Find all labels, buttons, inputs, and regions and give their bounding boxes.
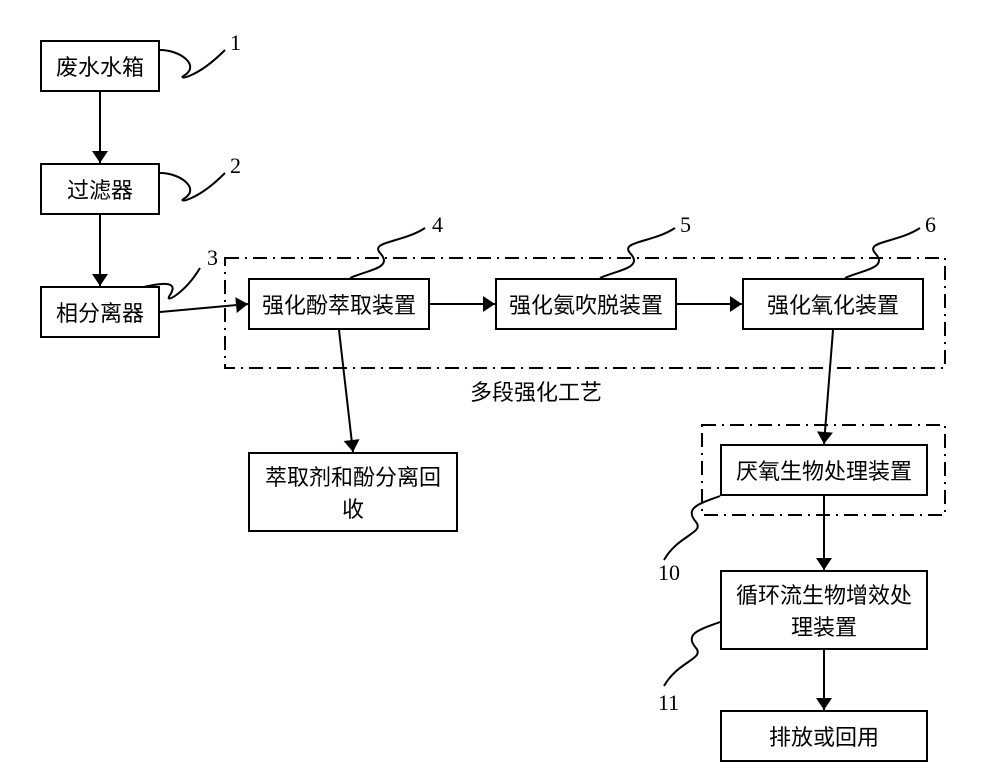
node-n1: 废水水箱 xyxy=(40,40,160,92)
callout-c4: 4 xyxy=(432,212,443,238)
node-n6: 强化氧化装置 xyxy=(742,278,924,330)
node-n7: 萃取剂和酚分离回收 xyxy=(248,452,458,532)
node-n4: 强化酚萃取装置 xyxy=(248,278,430,330)
label-multistage: 多段强化工艺 xyxy=(470,375,602,407)
diagram-canvas: 废水水箱过滤器相分离器 强化酚萃取装置 强化氨吹脱装置 强化氧化装置萃取剂和酚分离回收… xyxy=(0,0,1000,772)
callout-c11: 11 xyxy=(658,690,679,716)
node-n2: 过滤器 xyxy=(40,163,160,215)
node-n12: 排放或回用 xyxy=(720,710,928,762)
node-n10: 厌氧生物处理装置 xyxy=(720,444,928,496)
node-n3: 相分离器 xyxy=(40,286,160,338)
callout-c10: 10 xyxy=(658,560,680,586)
callout-c6: 6 xyxy=(925,212,936,238)
callout-c1: 1 xyxy=(230,30,241,56)
callout-c3: 3 xyxy=(207,245,218,271)
callout-c2: 2 xyxy=(230,153,241,179)
node-n11: 循环流生物增效处理装置 xyxy=(720,570,928,650)
callout-c5: 5 xyxy=(680,212,691,238)
node-n5: 强化氨吹脱装置 xyxy=(495,278,677,330)
